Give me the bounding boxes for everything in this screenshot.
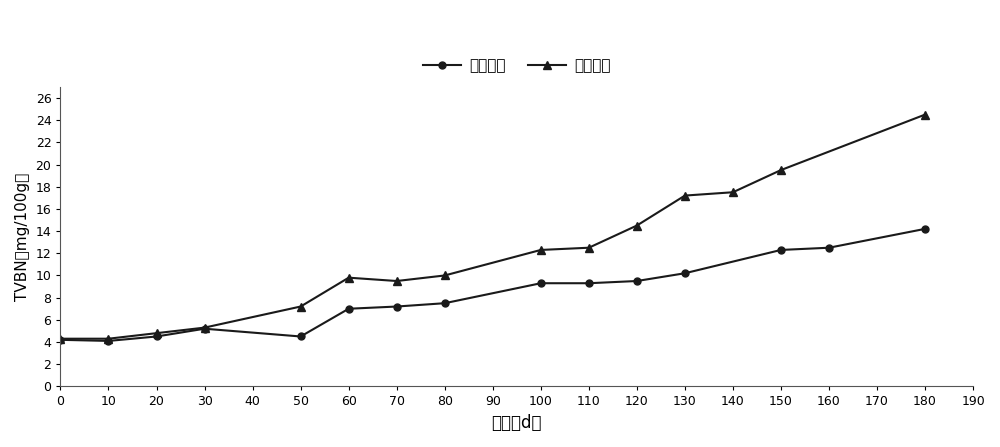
液氮速冻 [679,270,691,276]
液氮速冻 [102,338,114,344]
冷库冻结 [391,278,403,284]
冷库冻结 [102,336,114,342]
X-axis label: 时间（d）: 时间（d） [492,414,542,432]
冷库冻结 [583,245,595,250]
Legend: 液氮速冻, 冷库冻结: 液氮速冻, 冷库冻结 [417,53,617,80]
液氮速冻 [391,304,403,309]
液氮速冻 [775,247,787,253]
液氮速冻 [54,337,66,342]
冷库冻结 [343,275,355,280]
液氮速冻 [439,300,451,306]
液氮速冻 [631,278,643,284]
冷库冻结 [727,190,739,195]
冷库冻结 [54,336,66,342]
液氮速冻 [583,281,595,286]
Line: 液氮速冻: 液氮速冻 [57,225,929,344]
液氮速冻 [199,326,211,331]
冷库冻结 [295,304,307,309]
冷库冻结 [919,112,931,117]
Line: 冷库冻结: 冷库冻结 [56,110,929,343]
液氮速冻 [823,245,835,250]
冷库冻结 [151,330,163,336]
冷库冻结 [535,247,547,253]
冷库冻结 [775,167,787,173]
液氮速冻 [919,226,931,232]
Y-axis label: TVBN（mg/100g）: TVBN（mg/100g） [15,173,30,301]
液氮速冻 [295,334,307,339]
液氮速冻 [343,306,355,312]
冷库冻结 [679,193,691,198]
冷库冻结 [631,223,643,228]
液氮速冻 [535,281,547,286]
液氮速冻 [151,334,163,339]
冷库冻结 [199,325,211,330]
冷库冻结 [439,273,451,278]
